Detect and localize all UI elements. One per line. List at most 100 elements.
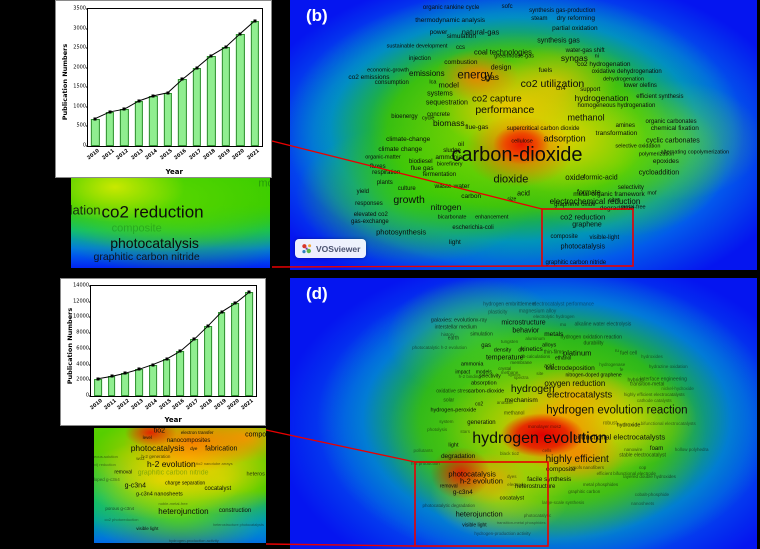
y-tick-mark — [85, 145, 88, 147]
map-term: co2 capture — [472, 93, 522, 105]
map-term: oxidative stress — [436, 388, 471, 395]
x-tick-label: 2011 — [100, 148, 116, 162]
map-term: graphene oxide — [554, 201, 596, 208]
map-term: wo3 — [136, 455, 145, 461]
map-term: metal phosphides — [582, 482, 619, 488]
map-term: photocatalysis — [130, 442, 185, 453]
map-term: culture — [397, 186, 416, 192]
data-marker — [233, 301, 237, 305]
map-term: ccs — [455, 44, 465, 51]
map-term: cyclic carbonates — [646, 137, 700, 145]
map-term: cr(vi) reduction — [94, 461, 116, 467]
x-axis-title: Year — [164, 416, 182, 424]
map-term: facile synthesis — [527, 475, 572, 483]
map-term: ammonia — [460, 360, 484, 367]
map-term: h-2 evolution — [459, 476, 503, 486]
map-term: ligands — [507, 372, 521, 378]
map-term: pollutants — [413, 448, 433, 454]
y-tick-mark — [85, 47, 88, 49]
map-term: hydrogen-peroxide — [430, 407, 477, 414]
map-term: acid — [517, 190, 530, 198]
map-term: gas — [485, 71, 500, 82]
y-tick-label: 4000 — [76, 361, 89, 368]
map-term: graphitic carbon nitride — [545, 259, 607, 266]
data-marker — [96, 377, 100, 381]
map-term: nickel-hydroxide — [661, 385, 694, 391]
x-tick-label: 2015 — [157, 398, 173, 412]
map-term: light — [448, 442, 459, 449]
map-term: nitrogen — [430, 201, 462, 212]
map-term: electron transfer — [180, 429, 214, 435]
map-term: sustainable development — [386, 43, 448, 50]
map-term: temperature — [485, 354, 524, 362]
map-term: escherichia-coli — [452, 224, 494, 231]
map-term: co2 utilization — [520, 77, 585, 90]
map-term: simulation — [446, 32, 477, 40]
map-term: electrocatalysts — [546, 388, 613, 400]
plot-area: 0 2000 4000 6000 8000 10000 12000 14000 2010 2011… — [73, 283, 257, 411]
map-term: hydroxide — [616, 421, 641, 428]
map-term: emissions — [409, 68, 445, 78]
data-marker — [123, 371, 127, 375]
map-term: acid — [544, 363, 555, 370]
x-tick-label: 2014 — [143, 398, 159, 412]
map-term: layered double hydroxides — [623, 473, 676, 479]
map-term: fabrication — [205, 445, 238, 453]
density-inset-co2: dation mo co2 reductioncompositephotocatal… — [71, 178, 270, 268]
map-term: dft-calculations — [520, 353, 551, 359]
map-term: visible light — [462, 522, 487, 529]
map-term: dft — [518, 347, 524, 354]
map-term: level — [142, 435, 152, 441]
map-term: spectra — [513, 375, 529, 381]
map-term: partial oxidation — [552, 25, 598, 33]
density-inset-h2: tio2 electron transfer compos level nanocomp… — [94, 428, 266, 543]
x-tick-label: 2020 — [231, 148, 247, 162]
map-term: methanol — [567, 112, 605, 123]
map-term: growth — [393, 193, 425, 206]
map-term: yield — [356, 188, 370, 195]
y-tick-label: 12000 — [73, 298, 89, 305]
map-term: noble-metal-free — [158, 500, 188, 506]
map-term: black tio2 — [499, 450, 519, 456]
data-marker — [220, 310, 224, 314]
map-term: system — [439, 418, 454, 424]
map-term: efficient bifunctional electrode — [596, 471, 656, 477]
map-term: lca — [429, 79, 437, 86]
map-term: generation — [467, 419, 496, 426]
map-term: methane — [500, 369, 519, 375]
map-term: g-c3n4 — [124, 482, 146, 489]
map-term: dye — [190, 445, 198, 451]
map-term: plasticity — [488, 309, 508, 316]
map-term: photolysis — [427, 426, 448, 432]
map-term: transition-metal — [630, 381, 665, 388]
map-term: light — [448, 238, 461, 246]
map-term: h-2 generation — [141, 453, 171, 459]
map-term: removal — [114, 469, 133, 476]
map-term: oxide — [565, 173, 585, 183]
y-tick-mark — [88, 348, 91, 350]
map-term: formate — [577, 189, 601, 197]
map-term: compos — [245, 431, 266, 439]
map-term: microstructure — [501, 319, 546, 327]
map-term: highly efficient — [545, 453, 609, 465]
map-term: metal-free — [620, 204, 646, 211]
map-term: hollow polyhedra — [674, 446, 709, 452]
map-term: interstellar medium — [434, 324, 477, 331]
map-term: hydrogen oxidation reaction — [560, 334, 622, 341]
map-term: foam — [649, 445, 664, 452]
map-term: graphitic carbon — [568, 488, 601, 494]
y-tick-mark — [88, 332, 91, 334]
map-term: combustion — [444, 58, 478, 66]
vosviewer-label: VOSviewer — [316, 243, 361, 254]
map-term: transition-metal phosphides — [496, 520, 546, 526]
vosviewer-badge: VOSviewer — [295, 239, 367, 258]
density-map-h2: (d) hydrogen embrittlement plasticity magn… — [290, 278, 757, 549]
map-term: dehydrogenation — [602, 76, 644, 83]
map-term: consumption — [374, 80, 409, 87]
map-term: sofc — [501, 3, 513, 10]
y-tick-label: 10000 — [73, 313, 89, 320]
map-term: selectivity — [617, 184, 644, 191]
map-term: magnesium alloy — [518, 308, 557, 315]
map-term: syngas — [560, 53, 588, 64]
map-term: models — [475, 369, 492, 376]
